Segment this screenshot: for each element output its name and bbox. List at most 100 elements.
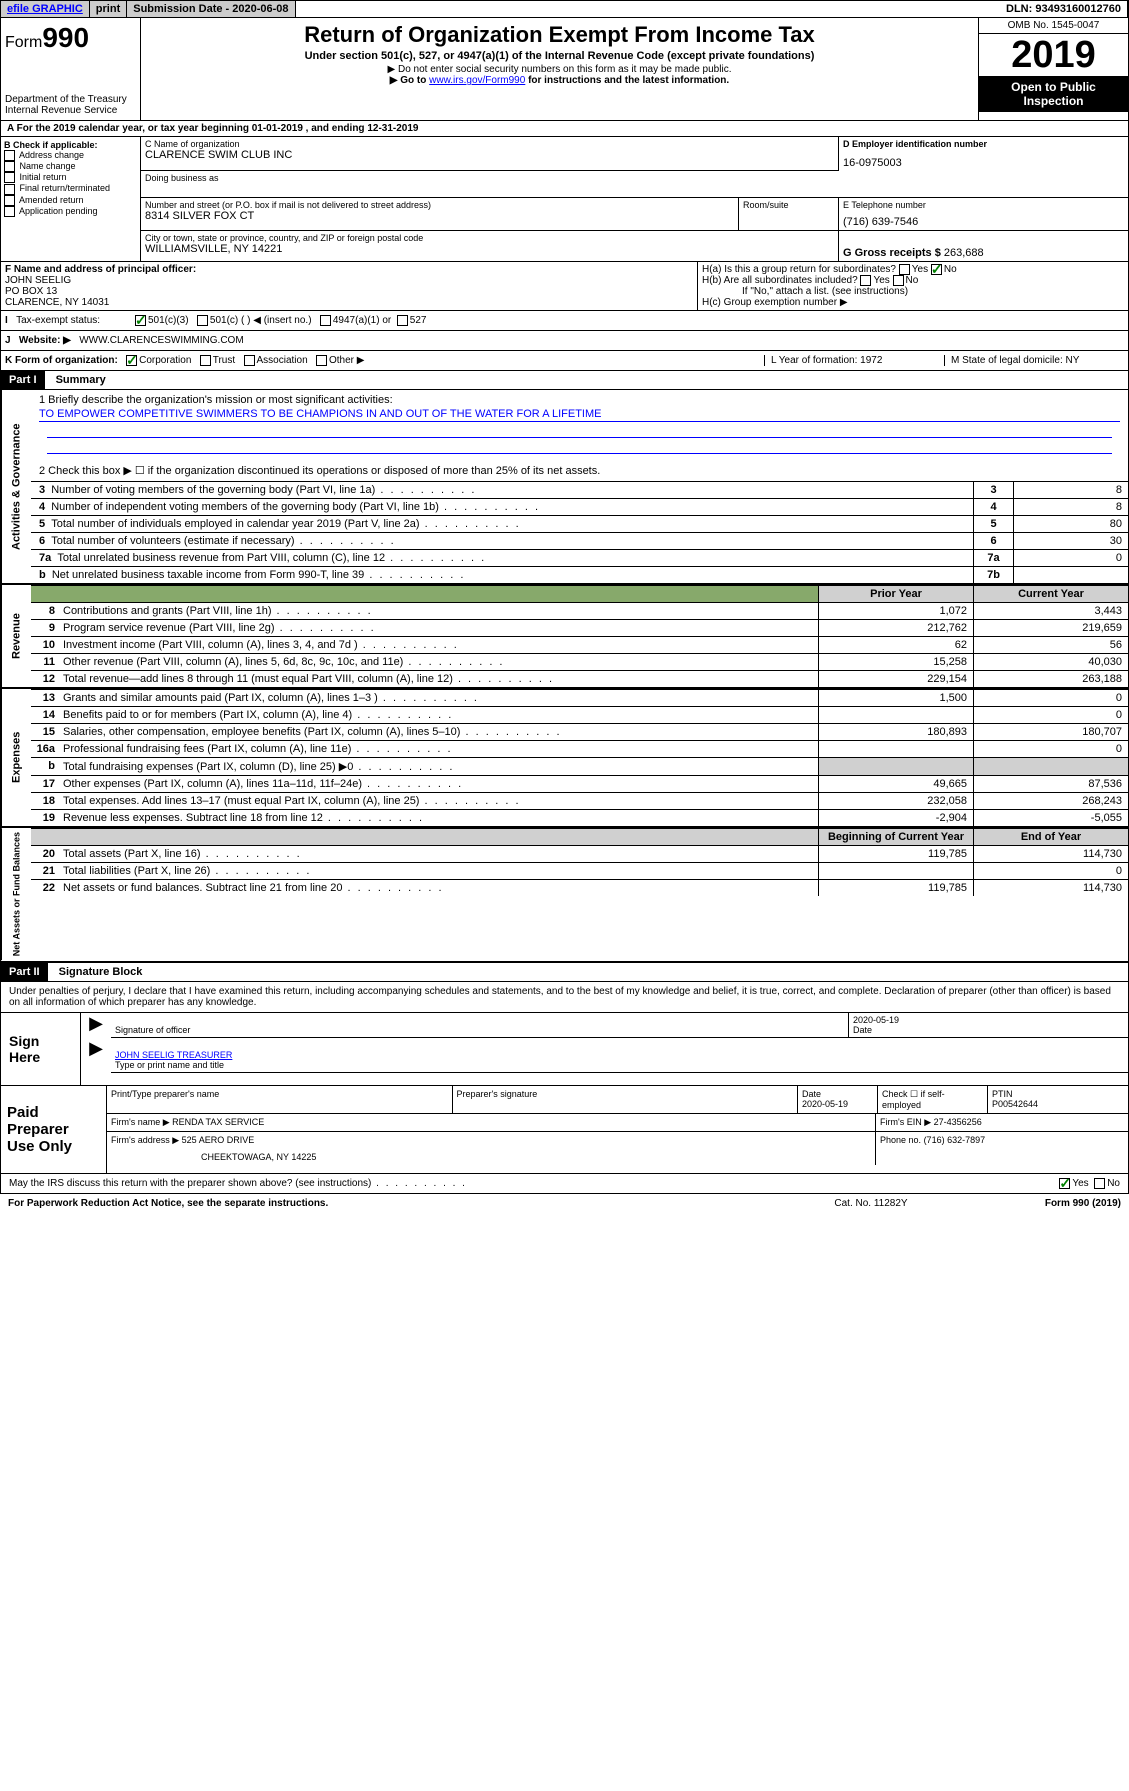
fin-row: 18Total expenses. Add lines 13–17 (must … xyxy=(31,792,1128,809)
fin-row: 12Total revenue—add lines 8 through 11 (… xyxy=(31,670,1128,687)
fin-row: 20Total assets (Part X, line 16)119,7851… xyxy=(31,845,1128,862)
firm-ein: 27-4356256 xyxy=(934,1117,982,1127)
discuss-yes[interactable] xyxy=(1059,1178,1070,1189)
hc-label: H(c) Group exemption number ▶ xyxy=(702,297,1124,308)
hb-label: H(b) Are all subordinates included? xyxy=(702,275,858,286)
current-year-hdr: Current Year xyxy=(973,586,1128,602)
dept-treasury: Department of the Treasury Internal Reve… xyxy=(5,94,136,116)
perjury-text: Under penalties of perjury, I declare th… xyxy=(1,982,1128,1012)
omb-number: OMB No. 1545-0047 xyxy=(979,18,1128,34)
sig-officer-label: Signature of officer xyxy=(111,1013,848,1038)
form-org-label: K Form of organization: xyxy=(5,355,118,366)
ha-no[interactable] xyxy=(931,264,942,275)
end-year-hdr: End of Year xyxy=(973,829,1128,845)
dba-label: Doing business as xyxy=(141,171,1128,198)
year-formation: L Year of formation: 1972 xyxy=(764,355,944,366)
sign-here-label: Sign Here xyxy=(1,1013,81,1085)
blank-line xyxy=(47,440,1112,454)
begin-year-hdr: Beginning of Current Year xyxy=(818,829,973,845)
discuss-question: May the IRS discuss this return with the… xyxy=(9,1178,1059,1189)
colb-item: Name change xyxy=(4,161,137,172)
4947-check[interactable] xyxy=(320,315,331,326)
fin-row: 16aProfessional fundraising fees (Part I… xyxy=(31,740,1128,757)
city-label: City or town, state or province, country… xyxy=(145,233,834,243)
gov-row: 6 Total number of volunteers (estimate i… xyxy=(31,532,1128,549)
opt-corp: Corporation xyxy=(139,355,191,366)
prior-year-hdr: Prior Year xyxy=(818,586,973,602)
ha-yes[interactable] xyxy=(899,264,910,275)
self-employed-check[interactable]: Check ☐ if self-employed xyxy=(878,1086,988,1113)
colb-check[interactable] xyxy=(4,150,15,161)
blank-line xyxy=(47,424,1112,438)
corp-check[interactable] xyxy=(126,355,137,366)
gov-row: b Net unrelated business taxable income … xyxy=(31,566,1128,583)
assoc-check[interactable] xyxy=(244,355,255,366)
hb-no[interactable] xyxy=(893,275,904,286)
colb-check[interactable] xyxy=(4,172,15,183)
vlabel-netassets: Net Assets or Fund Balances xyxy=(1,828,31,960)
city-value: WILLIAMSVILLE, NY 14221 xyxy=(145,243,834,255)
fin-row: 19Revenue less expenses. Subtract line 1… xyxy=(31,809,1128,826)
officer-addr2: CLARENCE, NY 14031 xyxy=(5,297,109,308)
sig-date-label: Date xyxy=(853,1025,1124,1035)
irs-link[interactable]: www.irs.gov/Form990 xyxy=(429,75,525,86)
form-note1: ▶ Do not enter social security numbers o… xyxy=(145,64,974,75)
colb-item: Amended return xyxy=(4,195,137,206)
part2-header: Part II xyxy=(1,963,48,981)
firm-addr-label: Firm's address ▶ xyxy=(111,1135,179,1145)
submission-date: Submission Date - 2020-06-08 xyxy=(127,1,295,17)
state-domicile: M State of legal domicile: NY xyxy=(944,355,1124,366)
fin-row: 17Other expenses (Part IX, column (A), l… xyxy=(31,775,1128,792)
other-check[interactable] xyxy=(316,355,327,366)
paid-preparer-label: Paid Preparer Use Only xyxy=(1,1086,106,1173)
discuss-no[interactable] xyxy=(1094,1178,1105,1189)
print-button[interactable]: print xyxy=(90,1,127,17)
line2-checkbox: 2 Check this box ▶ ☐ if the organization… xyxy=(31,460,1128,481)
opt-527: 527 xyxy=(410,315,427,326)
vlabel-expenses: Expenses xyxy=(1,689,31,826)
officer-label: F Name and address of principal officer: xyxy=(5,264,196,275)
501c3-check[interactable] xyxy=(135,315,146,326)
fin-row: 13Grants and similar amounts paid (Part … xyxy=(31,689,1128,706)
fin-row: 8Contributions and grants (Part VIII, li… xyxy=(31,602,1128,619)
fin-row: 10Investment income (Part VIII, column (… xyxy=(31,636,1128,653)
opt-501c: 501(c) ( ) ◀ (insert no.) xyxy=(210,315,312,326)
name-label: Type or print name and title xyxy=(115,1060,1124,1070)
phone-label: E Telephone number xyxy=(843,200,1124,210)
ein-label: D Employer identification number xyxy=(843,139,1124,149)
colb-check[interactable] xyxy=(4,195,15,206)
opt-assoc: Association xyxy=(257,355,308,366)
addr-label: Number and street (or P.O. box if mail i… xyxy=(145,200,734,210)
colb-check[interactable] xyxy=(4,161,15,172)
colb-item: Initial return xyxy=(4,172,137,183)
part1-header: Part I xyxy=(1,371,45,389)
ptin-label: PTIN xyxy=(992,1089,1013,1099)
officer-name: JOHN SEELIG xyxy=(5,275,71,286)
vlabel-revenue: Revenue xyxy=(1,585,31,687)
opt-trust: Trust xyxy=(213,355,235,366)
form-title: Return of Organization Exempt From Incom… xyxy=(145,22,974,48)
form-subtitle: Under section 501(c), 527, or 4947(a)(1)… xyxy=(145,50,974,62)
ha-label: H(a) Is this a group return for subordin… xyxy=(702,264,896,275)
row-a-period: A For the 2019 calendar year, or tax yea… xyxy=(0,121,1129,137)
arrow-icon: ▶ xyxy=(81,1038,111,1073)
efile-link[interactable]: efile GRAPHIC xyxy=(1,1,90,17)
open-public-badge: Open to Public Inspection xyxy=(979,76,1128,112)
tax-year: 2019 xyxy=(979,34,1128,76)
527-check[interactable] xyxy=(397,315,408,326)
colb-check[interactable] xyxy=(4,184,15,195)
prep-date-hdr: Date xyxy=(802,1089,821,1099)
hb-yes[interactable] xyxy=(860,275,871,286)
mission-question: 1 Briefly describe the organization's mi… xyxy=(39,394,1120,406)
colb-check[interactable] xyxy=(4,206,15,217)
form-footer: Form 990 (2019) xyxy=(971,1198,1121,1209)
org-name: CLARENCE SWIM CLUB INC xyxy=(145,149,834,161)
colb-item: Final return/terminated xyxy=(4,183,137,194)
firm-phone: (716) 632-7897 xyxy=(924,1135,986,1145)
website-label: Website: ▶ xyxy=(19,335,71,346)
trust-check[interactable] xyxy=(200,355,211,366)
part1-title: Summary xyxy=(48,371,114,389)
fin-row: 11Other revenue (Part VIII, column (A), … xyxy=(31,653,1128,670)
501c-check[interactable] xyxy=(197,315,208,326)
tax-status-label: Tax-exempt status: xyxy=(16,315,100,326)
